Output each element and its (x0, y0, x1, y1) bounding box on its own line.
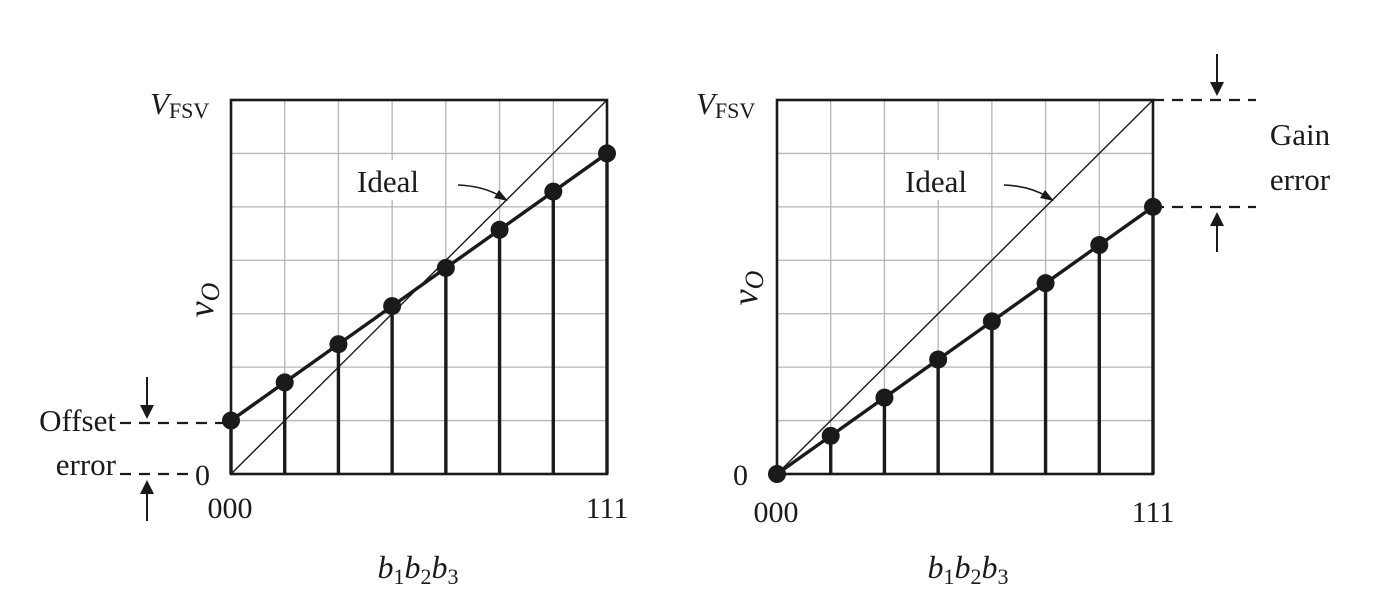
offset-vfsv-sub: FSV (169, 98, 209, 123)
offset-b3: b (432, 549, 448, 585)
gain-ideal-leader (1003, 184, 1047, 197)
gain-zero-label: 0 (733, 459, 748, 492)
offset-zero-label: 0 (195, 459, 210, 492)
gain-ideal-leader-arrowhead (1040, 190, 1054, 201)
gain-x-axis-label: b1b2b3 (928, 549, 1009, 589)
gain-b1-sub: 1 (944, 564, 955, 589)
gain-b3: b (982, 549, 998, 585)
offset-error-top-arrow-icon (140, 405, 154, 419)
gain-vfsv-label: VFSV (696, 86, 755, 123)
offset-b1: b (378, 549, 394, 585)
gain-error-top-arrow-icon (1210, 82, 1224, 96)
offset-x-axis-label: b1b2b3 (378, 549, 459, 589)
gain-vfsv-main: V (696, 86, 718, 121)
gain-data-point (821, 426, 840, 445)
offset-error-label-line1: Offset (39, 403, 116, 438)
gain-y-axis-label: vO (725, 270, 769, 305)
offset-b2: b (405, 549, 421, 585)
offset-ideal-leader (457, 184, 501, 197)
gain-error-label-line1: Gain (1270, 117, 1331, 152)
gain-error-panel: VFSV 0 vO 000 111 b1b2b3 Ideal Gain erro… (696, 54, 1331, 589)
offset-data-point (275, 373, 294, 392)
offset-data-point (383, 297, 402, 316)
gain-b2: b (955, 549, 971, 585)
gain-b2-sub: 2 (971, 564, 982, 589)
offset-data-point (329, 335, 348, 354)
offset-error-bottom-arrow-icon (140, 480, 154, 494)
offset-data-point (222, 411, 240, 430)
offset-y-axis-sub: O (196, 282, 225, 301)
gain-data-point (1036, 274, 1055, 293)
gain-x-end-label: 111 (1132, 496, 1175, 529)
gain-ideal-label: Ideal (905, 164, 967, 199)
offset-ideal-leader-arrowhead (494, 190, 508, 201)
offset-x-end-label: 111 (586, 492, 629, 525)
gain-error-label-line2: error (1270, 162, 1331, 197)
gain-stems (829, 206, 1155, 474)
gain-data-point (768, 465, 786, 483)
offset-actual-line (230, 152, 608, 422)
gain-y-axis-sub: O (740, 270, 769, 289)
gain-actual-line (776, 205, 1154, 476)
gain-data-point (875, 388, 894, 407)
offset-error-label-line2: error (56, 447, 117, 482)
offset-vfsv-label: VFSV (150, 86, 209, 123)
gain-data-point (982, 312, 1001, 331)
offset-ideal-label-bg (345, 160, 429, 200)
offset-b3-sub: 3 (448, 564, 459, 589)
gain-data-point (1090, 236, 1109, 255)
offset-data-point (598, 144, 616, 163)
offset-points (222, 144, 616, 430)
offset-stems (229, 153, 609, 474)
offset-error-panel: VFSV 0 vO 000 111 b1b2b3 Ideal Offset er… (39, 86, 628, 589)
gain-x-start-label: 000 (754, 496, 799, 529)
offset-x-start-label: 000 (208, 492, 253, 525)
gain-b1: b (928, 549, 944, 585)
offset-data-point (436, 258, 455, 277)
offset-vfsv-main: V (150, 86, 172, 121)
offset-data-point (544, 182, 563, 201)
gain-data-point (929, 350, 948, 369)
gain-y-axis-main: v (725, 289, 765, 305)
offset-ideal-label: Ideal (357, 164, 419, 199)
gain-vfsv-sub: FSV (715, 98, 755, 123)
gain-ideal-line (776, 99, 1154, 475)
gain-ideal-label-bg (893, 160, 977, 200)
offset-data-point (490, 220, 509, 239)
gain-b3-sub: 3 (998, 564, 1009, 589)
offset-b1-sub: 1 (394, 564, 405, 589)
offset-y-axis-label: vO (181, 282, 225, 317)
gain-error-bottom-arrow-icon (1210, 212, 1224, 226)
offset-y-axis-main: v (181, 301, 221, 317)
offset-b2-sub: 2 (421, 564, 432, 589)
